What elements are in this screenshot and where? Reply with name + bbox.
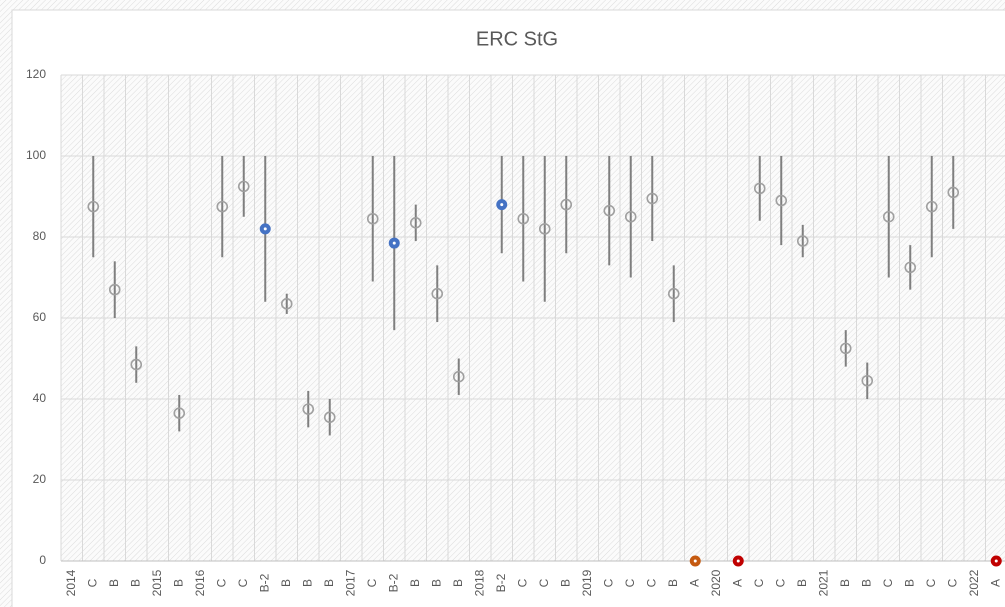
point [925, 200, 938, 213]
x-tick-label: B [859, 579, 873, 587]
x-tick-label: B [107, 579, 121, 587]
point [87, 200, 100, 213]
x-tick-label: B [322, 579, 336, 587]
point [366, 212, 379, 225]
point [775, 194, 788, 207]
point [624, 210, 637, 223]
y-tick-label: 60 [33, 310, 47, 324]
x-tick-label: A [730, 579, 744, 587]
y-tick-label: 100 [26, 148, 46, 162]
x-tick-label: C [924, 578, 938, 587]
point [560, 198, 573, 211]
point [237, 180, 250, 193]
x-tick-label: B [795, 579, 809, 587]
x-tick-label: B [558, 579, 572, 587]
point [796, 235, 809, 247]
x-tick-label: C [945, 578, 959, 587]
point-center [500, 203, 504, 207]
point [280, 298, 293, 310]
x-tick-label: C [623, 578, 637, 587]
x-tick-label: B-2 [494, 573, 508, 592]
y-tick-label: 0 [39, 553, 46, 567]
point-center [693, 559, 697, 563]
point [603, 204, 616, 217]
point [839, 342, 852, 355]
point [431, 287, 444, 300]
point [130, 358, 143, 371]
x-tick-label: C [601, 578, 615, 587]
point [216, 200, 229, 213]
x-tick-label: C [214, 578, 228, 587]
x-tick-label: C [85, 578, 99, 587]
y-tick-label: 80 [33, 229, 47, 243]
x-tick-label: C [515, 578, 529, 587]
y-tick-label: 20 [33, 472, 47, 486]
x-tick-label: 2017 [343, 569, 357, 596]
point [861, 374, 874, 387]
x-tick-label: 2015 [150, 569, 164, 596]
point [517, 212, 530, 225]
x-tick-label: B [408, 579, 422, 587]
x-tick-label: C [881, 578, 895, 587]
x-tick-label: B-2 [386, 573, 400, 592]
point [323, 411, 336, 424]
point [646, 192, 659, 205]
x-tick-label: B [451, 579, 465, 587]
x-tick-label: B [666, 579, 680, 587]
x-tick-label: B [128, 579, 142, 587]
x-tick-label: B [300, 579, 314, 587]
x-tick-label: C [773, 578, 787, 587]
y-tick-label: 40 [33, 391, 47, 405]
point [302, 403, 315, 415]
x-tick-label: B [838, 579, 852, 587]
x-tick-label: B [279, 579, 293, 587]
x-tick-label: A [687, 579, 701, 587]
point-center [263, 227, 267, 231]
x-tick-label: 2021 [816, 569, 830, 596]
x-tick-label: C [236, 578, 250, 587]
x-tick-label: B [171, 579, 185, 587]
x-tick-label: 2020 [709, 569, 723, 596]
x-tick-label: C [537, 578, 551, 587]
x-tick-label: B [902, 579, 916, 587]
point [947, 186, 960, 199]
point-center [994, 559, 998, 563]
x-tick-label: C [644, 578, 658, 587]
point [904, 261, 917, 274]
y-tick-label: 120 [26, 67, 46, 81]
chart-title: ERC StG [476, 28, 558, 50]
point [409, 217, 422, 229]
x-tick-label: 2018 [472, 569, 486, 596]
point [452, 370, 465, 383]
point [538, 223, 551, 235]
point-center [392, 241, 396, 245]
x-tick-label: A [988, 579, 1002, 587]
point-center [736, 559, 740, 563]
x-tick-label: B [429, 579, 443, 587]
x-tick-label: C [365, 578, 379, 587]
x-tick-label: 2022 [967, 569, 981, 596]
x-tick-label: 2019 [580, 569, 594, 596]
point [753, 182, 766, 195]
x-tick-label: 2016 [193, 569, 207, 596]
point [108, 283, 121, 296]
x-tick-label: B-2 [257, 573, 271, 592]
point [667, 287, 680, 300]
point [882, 210, 895, 223]
point [173, 407, 186, 419]
x-tick-label: C [752, 578, 766, 587]
x-tick-label: 2014 [64, 569, 78, 596]
